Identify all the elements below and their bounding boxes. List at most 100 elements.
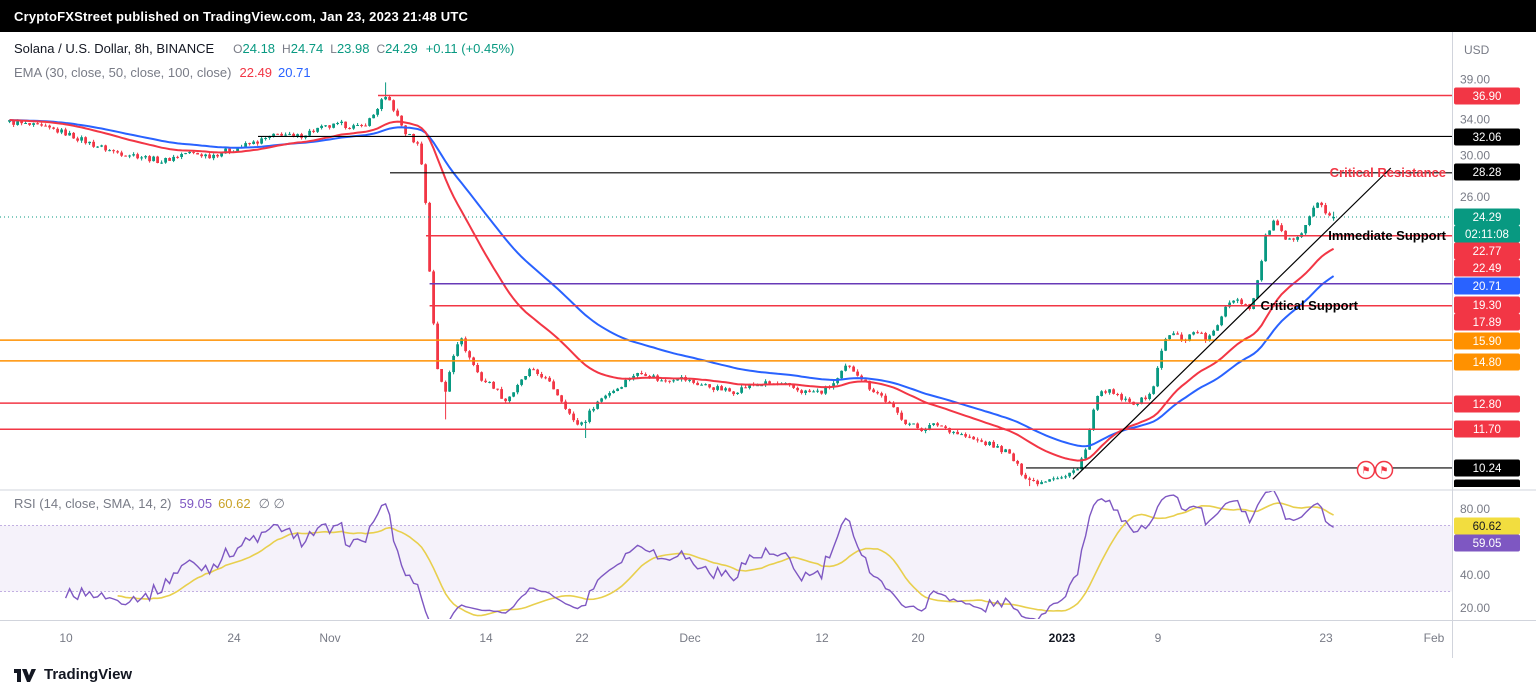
open-label: O (233, 42, 243, 56)
ema50-value: 20.71 (278, 65, 311, 80)
annotation-label[interactable]: Immediate Support (1328, 228, 1446, 243)
svg-text:32.06: 32.06 (1473, 132, 1502, 144)
rsi-tick: 40.00 (1460, 568, 1490, 582)
trading-chart[interactable]: ⚑ ⚑ Critical Resistance Immediate Support Cr… (0, 32, 1536, 658)
ascending-trendline[interactable] (1072, 167, 1392, 480)
drawn-levels[interactable] (0, 94, 1452, 480)
price-tick: 30.00 (1460, 149, 1490, 163)
rsi-indicator-name: RSI (14, close, SMA, 14, 2) (14, 496, 172, 511)
rsi-band (0, 525, 1452, 592)
axis-badge (1454, 128, 1520, 146)
open-value: 24.18 (242, 41, 276, 56)
axis-badge (1454, 87, 1520, 105)
axis-badge (1454, 479, 1520, 487)
time-tick: 10 (59, 631, 73, 645)
svg-text:⚑: ⚑ (1380, 466, 1389, 477)
rsi-tick: 20.00 (1460, 601, 1490, 615)
axis-badge (1454, 163, 1520, 181)
svg-text:20.71: 20.71 (1473, 281, 1502, 293)
axis-badge (1454, 420, 1520, 438)
svg-text:⚑: ⚑ (1362, 466, 1371, 477)
price-tick: 26.00 (1460, 190, 1490, 204)
ema30-line (9, 119, 1335, 462)
svg-text:59.05: 59.05 (1473, 538, 1502, 550)
svg-text:12.80: 12.80 (1473, 399, 1502, 411)
ema30-value: 22.49 (239, 65, 273, 80)
rsi-extra-values: ∅ ∅ (258, 496, 285, 511)
rsi-legend[interactable]: RSI (14, close, SMA, 14, 2) 59.05 60.62 ∅ ∅ (14, 496, 285, 512)
symbol-legend[interactable]: Solana / U.S. Dollar, 8h, BINANCE O24.18 H… (14, 41, 514, 57)
chart-canvas[interactable]: ⚑ ⚑ Critical Resistance Immediate Support Cr… (0, 32, 1536, 658)
tradingview-brand[interactable]: TradingView (44, 666, 133, 683)
svg-text:28.28: 28.28 (1473, 167, 1502, 179)
high-label: H (282, 42, 291, 56)
rsi-tick: 80.00 (1460, 502, 1490, 516)
svg-text:14.80: 14.80 (1473, 357, 1502, 369)
flag-marker-icon[interactable]: ⚑ (1356, 460, 1376, 480)
time-tick: 24 (227, 631, 241, 645)
time-tick: 12 (815, 631, 829, 645)
axis-badge (1454, 259, 1520, 277)
price-tick: 39.00 (1460, 72, 1490, 86)
svg-text:60.62: 60.62 (1473, 521, 1502, 533)
axis-badge (1454, 225, 1520, 243)
time-tick: 14 (479, 631, 493, 645)
time-tick: 9 (1155, 631, 1162, 645)
ema50-line (9, 119, 1335, 448)
axis-badge (1454, 208, 1520, 226)
axis-badge (1454, 296, 1520, 314)
flag-marker-icon[interactable]: ⚑ (1374, 460, 1394, 480)
price-axis[interactable]: 39.00 34.00 30.00 26.00 80.00 40.00 20.00 36.90… (1454, 72, 1520, 615)
axis-currency-label[interactable]: USD (1464, 43, 1490, 57)
ema-indicator-name: EMA (30, close, 50, close, 100, close) (14, 65, 232, 80)
rsi-sma-line (117, 502, 1334, 617)
svg-text:15.90: 15.90 (1473, 336, 1502, 348)
rsi-sma-value: 60.62 (218, 496, 251, 511)
time-tick: Feb (1424, 631, 1445, 645)
svg-text:02:11:08: 02:11:08 (1465, 229, 1509, 241)
axis-badge (1454, 332, 1520, 350)
axis-badge (1454, 313, 1520, 331)
low-value: 23.98 (336, 41, 370, 56)
axis-badge (1454, 277, 1520, 295)
ema-legend[interactable]: EMA (30, close, 50, close, 100, close) 22… (14, 65, 311, 81)
tradingview-logo-icon[interactable] (14, 667, 37, 682)
time-tick: 2023 (1049, 631, 1076, 645)
low-label: L (330, 42, 337, 56)
time-tick: Nov (319, 631, 340, 645)
ema-lines (9, 119, 1335, 462)
axis-badge (1454, 242, 1520, 260)
svg-text:19.30: 19.30 (1473, 300, 1502, 312)
change-value: +0.11 (+0.45%) (425, 41, 515, 56)
time-tick: 20 (911, 631, 925, 645)
svg-text:17.89: 17.89 (1473, 317, 1502, 329)
close-value: 24.29 (385, 41, 418, 56)
rsi-pane (0, 491, 1452, 619)
svg-text:22.49: 22.49 (1473, 263, 1502, 275)
time-tick: 23 (1319, 631, 1333, 645)
annotation-label[interactable]: Critical Support (1260, 298, 1358, 313)
axis-badge (1454, 534, 1520, 552)
symbol-title: Solana / U.S. Dollar, 8h, BINANCE (14, 41, 215, 56)
svg-text:11.70: 11.70 (1473, 424, 1501, 436)
svg-text:10.24: 10.24 (1473, 463, 1502, 475)
time-axis[interactable]: 10 24 Nov 14 22 Dec 12 20 2023 9 23 Feb (59, 631, 1444, 645)
svg-text:24.29: 24.29 (1473, 212, 1502, 224)
rsi-line (64, 491, 1334, 619)
rsi-value: 59.05 (179, 496, 213, 511)
footer: TradingView (0, 658, 1536, 691)
high-value: 24.74 (290, 41, 324, 56)
time-tick: 22 (575, 631, 589, 645)
axis-badge (1454, 395, 1520, 413)
svg-text:36.90: 36.90 (1473, 91, 1502, 103)
svg-text:22.77: 22.77 (1473, 246, 1502, 258)
axis-badge (1454, 353, 1520, 371)
publish-banner: CryptoFXStreet published on TradingView.… (0, 0, 1536, 32)
axis-badge (1454, 459, 1520, 477)
close-label: C (376, 42, 386, 56)
price-tick: 34.00 (1460, 112, 1490, 126)
candlestick-series (8, 82, 1335, 487)
annotation-label[interactable]: Critical Resistance (1330, 165, 1446, 180)
time-tick: Dec (679, 631, 700, 645)
axis-badge (1454, 517, 1520, 535)
